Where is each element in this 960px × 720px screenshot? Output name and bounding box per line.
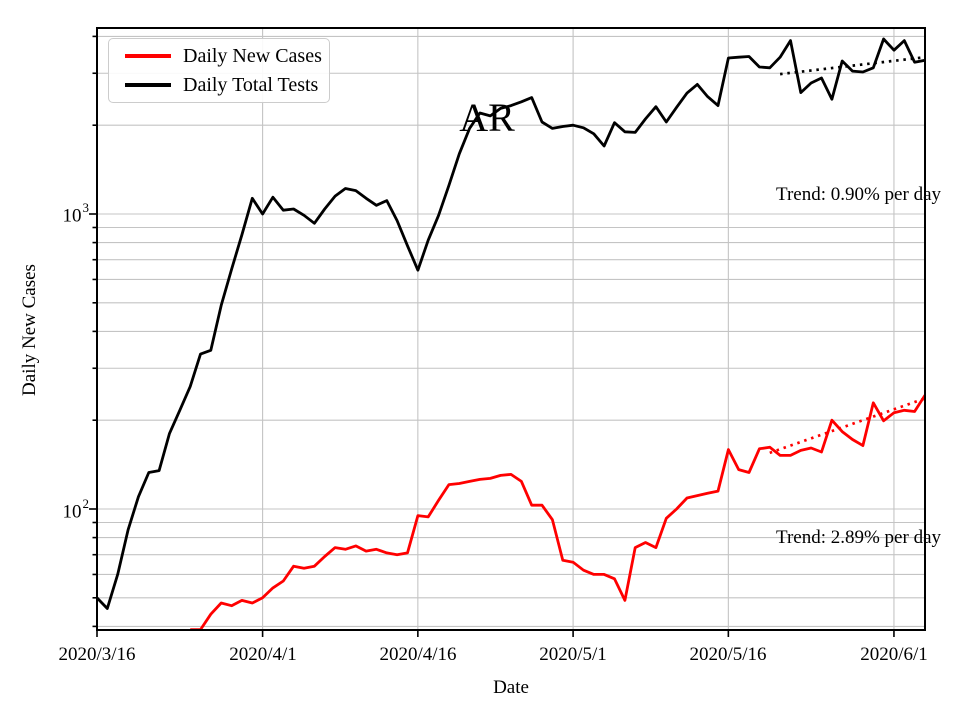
chart-title: AR: [459, 95, 515, 140]
trend-annotation-cases: Trend: 2.89% per day: [776, 527, 941, 548]
x-tick-label: 2020/5/16: [689, 644, 767, 665]
cases-trend-dotted-line: [769, 397, 925, 455]
x-tick-label: 2020/4/16: [379, 644, 457, 665]
legend-line-sample-black: [125, 83, 171, 87]
y-tick-base: 10: [62, 205, 82, 227]
legend: Daily New Cases Daily Total Tests: [108, 38, 330, 103]
legend-label: Daily New Cases: [183, 45, 322, 67]
gridlines: [96, 28, 925, 630]
y-tick-base: 10: [62, 501, 82, 523]
y-tick-label-100: 102: [38, 496, 90, 523]
y-axis-label: Daily New Cases: [19, 264, 40, 396]
legend-item-daily-total-tests: Daily Total Tests: [109, 71, 329, 99]
x-axis-label: Date: [493, 677, 529, 698]
x-tick-label: 2020/3/16: [58, 644, 136, 665]
data-series: [97, 37, 925, 630]
tests-trend-dotted-line: [779, 55, 925, 76]
x-tick-label: 2020/4/1: [229, 644, 297, 665]
legend-line-sample-red: [125, 54, 171, 58]
x-tick-label: 2020/5/1: [539, 644, 607, 665]
y-tick-exponent: 2: [82, 496, 90, 511]
legend-label: Daily Total Tests: [183, 74, 319, 96]
x-tick-label: 2020/6/1: [860, 644, 928, 665]
y-tick-exponent: 3: [82, 200, 90, 215]
series-line-daily-new-cases: [190, 394, 925, 630]
series-line-daily-total-tests: [97, 37, 925, 610]
y-tick-label-1000: 103: [38, 200, 90, 227]
axes-spines: [96, 27, 926, 631]
legend-item-daily-new-cases: Daily New Cases: [109, 42, 329, 70]
trend-annotation-tests: Trend: 0.90% per day: [776, 184, 941, 205]
